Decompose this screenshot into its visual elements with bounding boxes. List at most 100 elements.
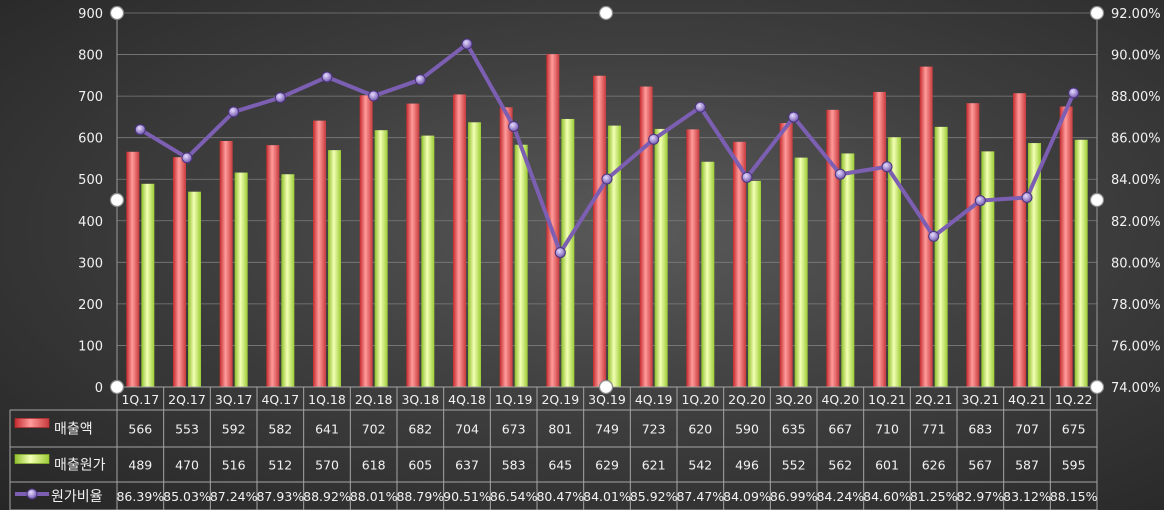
table-cell: 801 (548, 422, 572, 437)
y-right-tick-label: 82.00% (1111, 215, 1161, 230)
legend-key-ratio-marker (26, 488, 38, 500)
line-cost-ratio (138, 41, 1076, 255)
resize-handle[interactable] (109, 379, 125, 395)
y-right-tick-label: 92.00% (1111, 7, 1161, 22)
table-cell: 87.24% (210, 489, 258, 504)
y-right-tick-label: 84.00% (1111, 173, 1161, 188)
y-left-tick-label: 0 (95, 381, 103, 396)
table-cell: 635 (782, 422, 806, 437)
table-cell: 84.01% (583, 489, 631, 504)
resize-handle[interactable] (109, 5, 125, 21)
table-cell: 710 (875, 422, 899, 437)
y-right-tick-label: 86.00% (1111, 132, 1161, 147)
bar-sales (499, 107, 513, 387)
x-tick-label: 2Q.20 (728, 392, 766, 407)
line-point (741, 171, 753, 183)
x-tick-label: 4Q.17 (261, 392, 299, 407)
bar-sales (779, 123, 793, 387)
x-tick-label: 1Q.21 (868, 392, 906, 407)
bar-cost (1028, 143, 1041, 387)
line-point (228, 106, 240, 118)
table-cell: 90.51% (443, 489, 491, 504)
table-cell: 87.93% (256, 489, 304, 504)
table-cell: 553 (175, 422, 199, 437)
table-cell: 86.54% (490, 489, 538, 504)
resize-handle[interactable] (1089, 379, 1105, 395)
resize-handle[interactable] (598, 5, 614, 21)
table-cell: 673 (502, 422, 526, 437)
x-tick-label: 4Q.19 (635, 392, 673, 407)
bar-sales (826, 109, 840, 387)
table-cell: 85.03% (163, 489, 211, 504)
x-tick-label: 2Q.19 (541, 392, 579, 407)
bar-sales (313, 120, 326, 387)
table-cell: 601 (875, 458, 899, 473)
bar-sales (1059, 106, 1073, 387)
bar-sales (966, 103, 980, 388)
bar-sales (546, 54, 560, 387)
line-point (508, 120, 520, 132)
table-cell: 621 (642, 458, 666, 473)
y-left-tick-label: 900 (78, 7, 103, 22)
y-left-tick-label: 800 (78, 49, 103, 64)
table-cell: 88.01% (350, 489, 398, 504)
y-left-tick-label: 200 (78, 298, 103, 313)
bar-cost (234, 172, 248, 387)
table-cell: 620 (688, 422, 712, 437)
y-left-tick-label: 400 (78, 215, 103, 230)
y-left-tick-label: 100 (78, 339, 103, 354)
resize-handle[interactable] (598, 379, 614, 395)
bar-cost (981, 151, 995, 387)
bar-sales (126, 151, 140, 387)
bar-cost (841, 153, 855, 387)
x-tick-label: 1Q.18 (308, 392, 346, 407)
bar-sales (406, 103, 420, 387)
bar-sales (733, 141, 746, 387)
x-tick-label: 3Q.19 (588, 392, 626, 407)
axes: 0 100 200 300 400 500 600 700 800 900 74.00% 76.00%… (78, 7, 1160, 396)
line-point (414, 74, 426, 86)
line-point (881, 161, 893, 173)
bar-sales (639, 86, 653, 387)
table-cell: 86.99% (770, 489, 818, 504)
table-cell: 641 (315, 422, 339, 437)
table-cell: 590 (735, 422, 759, 437)
table-cell: 489 (128, 458, 152, 473)
table-cell: 749 (595, 422, 619, 437)
resize-handle[interactable] (109, 192, 125, 208)
y-left-tick-label: 500 (78, 173, 103, 188)
bar-sales (873, 91, 886, 387)
line-point (648, 133, 660, 145)
y-right-tick-label: 78.00% (1111, 298, 1161, 313)
line-point (368, 90, 380, 102)
table-cell: 605 (408, 458, 432, 473)
table-cell: 675 (1062, 422, 1086, 437)
x-tick-label: 1Q.19 (495, 392, 533, 407)
resize-handle[interactable] (1089, 192, 1105, 208)
x-tick-label: 4Q.18 (448, 392, 486, 407)
table-cell: 552 (782, 458, 806, 473)
resize-handle[interactable] (1089, 5, 1105, 21)
table-cell: 562 (828, 458, 852, 473)
selection-handles[interactable] (109, 5, 1105, 395)
legend-key-cost (14, 454, 50, 464)
bar-cost (141, 183, 155, 387)
table-cell: 82.97% (956, 489, 1004, 504)
y-right-tick-label: 76.00% (1111, 339, 1161, 354)
table-cell: 567 (968, 458, 992, 473)
y-left-tick-label: 600 (78, 132, 103, 147)
bar-cost (374, 130, 388, 388)
bar-cost (188, 191, 201, 387)
bar-sales (593, 75, 606, 387)
bar-cost (608, 125, 621, 388)
table-cell: 771 (922, 422, 946, 437)
bar-cost (654, 128, 668, 387)
line-point (321, 71, 333, 83)
legend-label: 매출액 (54, 422, 93, 438)
table-cell: 682 (408, 422, 432, 437)
bar-cost (561, 118, 575, 387)
bar-cost (794, 157, 808, 387)
y-right-tick-label: 74.00% (1111, 381, 1161, 396)
line-point (974, 195, 986, 207)
